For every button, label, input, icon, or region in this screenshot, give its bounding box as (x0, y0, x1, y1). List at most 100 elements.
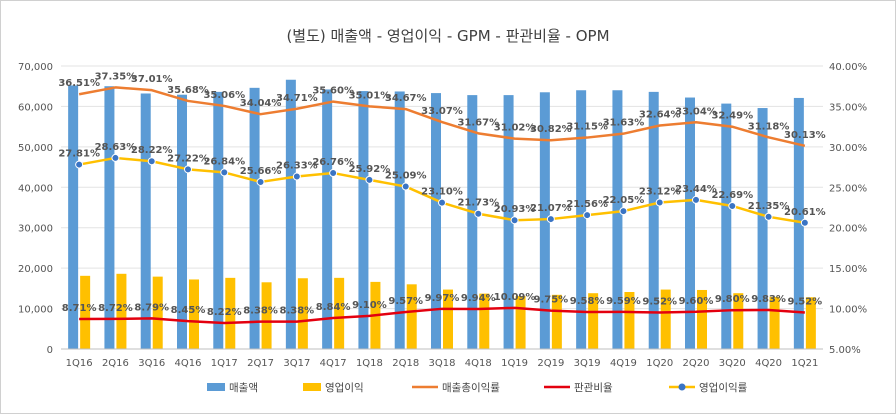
opm-marker (546, 215, 555, 224)
left-tick-label: 60,000 (18, 102, 53, 113)
gpm-data-label: 32.64% (639, 110, 681, 121)
legend-sga-ratio-label: 판관비율 (574, 382, 613, 394)
left-tick-label: 20,000 (18, 264, 53, 275)
opm-marker (764, 212, 773, 221)
gpm-data-label: 31.18% (748, 121, 790, 132)
revenue-bar (358, 91, 369, 350)
x-tick-label: 2Q18 (392, 358, 419, 369)
sga-ratio-data-label: 9.10% (352, 300, 387, 311)
opm-marker (655, 198, 664, 207)
opm-marker (692, 195, 700, 204)
sga-ratio-data-label: 9.60% (679, 296, 714, 307)
operating-profit-bar (805, 297, 816, 349)
x-tick-label: 2Q17 (247, 358, 274, 369)
sga-ratio-data-label: 9.80% (715, 294, 750, 305)
revenue-bar (104, 86, 115, 349)
revenue-bar (213, 91, 224, 350)
revenue-bar (467, 95, 478, 349)
opm-marker (184, 165, 192, 174)
operating-profit-bar (733, 293, 744, 349)
legend-operating-profit-label: 영업이익 (325, 381, 364, 394)
opm-data-label: 26.84% (203, 156, 245, 167)
opm-data-label: 28.22% (131, 145, 173, 156)
revenue-bar (68, 85, 79, 350)
revenue-bar (793, 97, 804, 349)
opm-marker (474, 209, 483, 218)
left-tick-label: 70,000 (18, 62, 53, 73)
operating-profit-bar (515, 296, 526, 349)
opm-data-label: 21.07% (530, 203, 572, 214)
sga-ratio-data-label: 9.59% (606, 296, 641, 307)
right-tick-label: 10.00% (829, 305, 867, 316)
sga-ratio-data-label: 9.52% (642, 296, 677, 307)
gpm-data-label: 34.04% (240, 98, 282, 109)
opm-marker (401, 182, 410, 191)
sga-ratio-data-label: 8.38% (243, 306, 278, 317)
gpm-data-label: 34.67% (385, 93, 427, 104)
opm-data-label: 23.12% (639, 186, 681, 197)
left-tick-label: 50,000 (18, 143, 53, 154)
opm-data-label: 20.93% (494, 204, 536, 215)
opm-marker (619, 207, 628, 216)
opm-data-label: 25.92% (349, 164, 391, 175)
sga-ratio-data-label: 9.97% (425, 293, 460, 304)
labels-layer: 36.51%37.35%37.01%35.68%35.06%34.04%34.7… (58, 71, 825, 318)
gpm-data-label: 34.71% (276, 93, 318, 104)
legend: 매출액 영업이익 매출총이익률 판관비율 영업이익률 (207, 381, 748, 394)
opm-marker (111, 153, 120, 162)
revenue-bar (140, 93, 151, 350)
gpm-data-label: 31.67% (457, 117, 499, 128)
left-tick-label: 0 (47, 345, 53, 356)
sga-ratio-data-label: 8.72% (98, 303, 133, 314)
sga-ratio-data-label: 9.83% (751, 294, 786, 305)
opm-data-label: 26.33% (276, 161, 318, 172)
revenue-bar (431, 93, 441, 349)
opm-data-label: 22.69% (711, 190, 753, 201)
x-tick-label: 4Q16 (175, 358, 202, 369)
revenue-bar (576, 90, 587, 349)
opm-marker (583, 211, 592, 220)
sga-ratio-data-label: 9.94% (461, 293, 496, 304)
gpm-data-label: 35.01% (349, 90, 391, 101)
left-tick-label: 40,000 (18, 183, 53, 194)
sga-ratio-data-label: 8.22% (207, 307, 242, 318)
legend-sga-ratio: 판관비율 (544, 382, 613, 394)
x-tick-label: 1Q17 (211, 358, 238, 369)
legend-operating-profit: 영업이익 (303, 381, 364, 394)
gpm-line (78, 86, 806, 148)
right-tick-label: 5.00% (829, 345, 861, 356)
opm-data-label: 27.81% (58, 149, 100, 160)
gpm-data-label: 36.51% (58, 78, 100, 89)
opm-data-label: 23.10% (421, 187, 463, 198)
operating-profit-bar (225, 277, 236, 349)
gpm-data-label: 35.06% (203, 90, 245, 101)
revenue-bar (322, 89, 333, 349)
x-tick-label: 1Q16 (66, 358, 93, 369)
right-tick-label: 40.00% (829, 62, 867, 73)
revenue-bar (503, 95, 514, 349)
opm-data-label: 21.73% (457, 198, 499, 209)
operating-profit-bar (406, 284, 417, 349)
x-tick-label: 3Q16 (138, 358, 165, 369)
x-tick-label: 3Q19 (574, 358, 601, 369)
sga-ratio-data-label: 8.71% (62, 303, 97, 314)
x-tick-label: 1Q18 (356, 358, 383, 369)
operating-profit-bar (551, 294, 562, 349)
operating-profit-bar (189, 279, 199, 349)
x-tick-label: 4Q19 (610, 358, 637, 369)
gpm-data-label: 33.07% (421, 106, 463, 117)
chart-title: (별도) 매출액 - 영업이익 - GPM - 판관비율 - OPM (286, 27, 609, 45)
x-tick-label: 2Q20 (683, 358, 710, 369)
x-tick-label: 2Q16 (102, 358, 129, 369)
x-tick-label: 3Q20 (719, 358, 746, 369)
opm-marker (220, 168, 229, 177)
sga-ratio-data-label: 8.38% (280, 306, 315, 317)
operating-profit-bar (261, 282, 272, 349)
opm-data-label: 27.22% (167, 153, 209, 164)
x-tick-label: 4Q18 (465, 358, 492, 369)
operating-profit-bar (769, 296, 780, 349)
legend-gpm-label: 매출총이익률 (442, 382, 500, 394)
revenue-bar (394, 91, 405, 349)
operating-profit-bar (624, 291, 635, 349)
gpm-data-label: 33.04% (675, 106, 717, 117)
